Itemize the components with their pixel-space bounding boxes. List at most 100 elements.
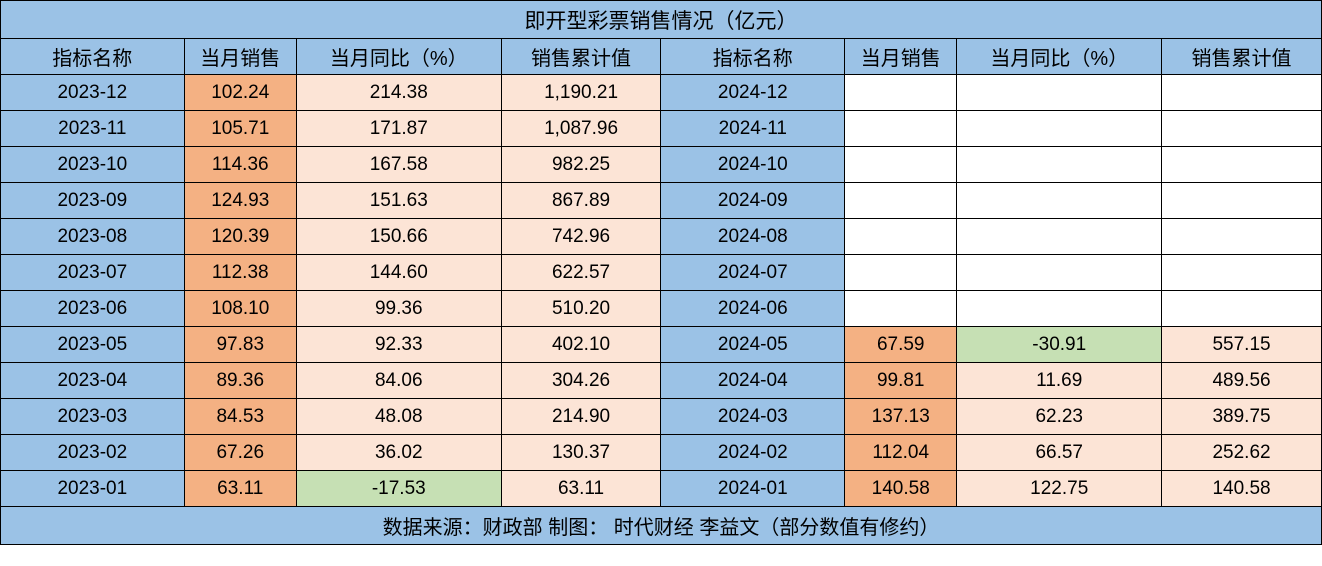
- period-cell: 2024-04: [661, 363, 845, 399]
- table-row: 2023-0163.11-17.5363.112024-01140.58122.…: [1, 471, 1322, 507]
- cumulative-cell: 1,190.21: [501, 75, 661, 111]
- yoy-cell: 151.63: [296, 183, 501, 219]
- header-yoy-right: 当月同比（%）: [957, 39, 1162, 75]
- cumulative-cell: 1,087.96: [501, 111, 661, 147]
- period-cell: 2024-10: [661, 147, 845, 183]
- sales-cell: [845, 111, 957, 147]
- table-row: 2023-0597.8392.33402.102024-0567.59-30.9…: [1, 327, 1322, 363]
- yoy-cell: [957, 255, 1162, 291]
- sales-cell: 124.93: [184, 183, 296, 219]
- yoy-cell: 48.08: [296, 399, 501, 435]
- yoy-cell: [957, 147, 1162, 183]
- sales-cell: 140.58: [845, 471, 957, 507]
- table-title: 即开型彩票销售情况（亿元）: [1, 1, 1322, 39]
- period-cell: 2024-07: [661, 255, 845, 291]
- table-row: 2023-09124.93151.63867.892024-09: [1, 183, 1322, 219]
- period-cell: 2023-08: [1, 219, 185, 255]
- sales-cell: [845, 255, 957, 291]
- table-row: 2023-0267.2636.02130.372024-02112.0466.5…: [1, 435, 1322, 471]
- sales-cell: 67.26: [184, 435, 296, 471]
- table-footer: 数据来源：财政部 制图： 时代财经 李益文（部分数值有修约）: [1, 507, 1322, 545]
- period-cell: 2023-01: [1, 471, 185, 507]
- cumulative-cell: [1162, 219, 1322, 255]
- table-row: 2023-10114.36167.58982.252024-10: [1, 147, 1322, 183]
- yoy-cell: 171.87: [296, 111, 501, 147]
- cumulative-cell: [1162, 291, 1322, 327]
- header-cum-left: 销售累计值: [501, 39, 661, 75]
- table-row: 2023-12102.24214.381,190.212024-12: [1, 75, 1322, 111]
- cumulative-cell: 867.89: [501, 183, 661, 219]
- table-row: 2023-0489.3684.06304.262024-0499.8111.69…: [1, 363, 1322, 399]
- sales-cell: [845, 291, 957, 327]
- cumulative-cell: [1162, 75, 1322, 111]
- yoy-cell: 84.06: [296, 363, 501, 399]
- yoy-cell: 99.36: [296, 291, 501, 327]
- cumulative-cell: 252.62: [1162, 435, 1322, 471]
- period-cell: 2023-07: [1, 255, 185, 291]
- sales-cell: 120.39: [184, 219, 296, 255]
- cumulative-cell: 63.11: [501, 471, 661, 507]
- period-cell: 2024-12: [661, 75, 845, 111]
- cumulative-cell: [1162, 147, 1322, 183]
- yoy-cell: 167.58: [296, 147, 501, 183]
- sales-cell: 112.04: [845, 435, 957, 471]
- cumulative-cell: 130.37: [501, 435, 661, 471]
- yoy-cell: 150.66: [296, 219, 501, 255]
- yoy-cell: [957, 111, 1162, 147]
- yoy-cell: [957, 291, 1162, 327]
- table-row: 2023-06108.1099.36510.202024-06: [1, 291, 1322, 327]
- period-cell: 2023-10: [1, 147, 185, 183]
- yoy-cell: 66.57: [957, 435, 1162, 471]
- cumulative-cell: 304.26: [501, 363, 661, 399]
- sales-cell: 112.38: [184, 255, 296, 291]
- cumulative-cell: 489.56: [1162, 363, 1322, 399]
- yoy-cell: 214.38: [296, 75, 501, 111]
- period-cell: 2024-11: [661, 111, 845, 147]
- cumulative-cell: 982.25: [501, 147, 661, 183]
- cumulative-cell: [1162, 111, 1322, 147]
- sales-cell: [845, 219, 957, 255]
- cumulative-cell: 622.57: [501, 255, 661, 291]
- yoy-cell: 11.69: [957, 363, 1162, 399]
- cumulative-cell: [1162, 255, 1322, 291]
- period-cell: 2023-12: [1, 75, 185, 111]
- sales-cell: [845, 183, 957, 219]
- sales-cell: 99.81: [845, 363, 957, 399]
- period-cell: 2024-08: [661, 219, 845, 255]
- sales-cell: 89.36: [184, 363, 296, 399]
- table-row: 2023-07112.38144.60622.572024-07: [1, 255, 1322, 291]
- yoy-cell: 144.60: [296, 255, 501, 291]
- sales-cell: 105.71: [184, 111, 296, 147]
- sales-cell: [845, 147, 957, 183]
- cumulative-cell: [1162, 183, 1322, 219]
- period-cell: 2024-05: [661, 327, 845, 363]
- sales-cell: 108.10: [184, 291, 296, 327]
- period-cell: 2023-06: [1, 291, 185, 327]
- period-cell: 2024-01: [661, 471, 845, 507]
- lottery-sales-table: 即开型彩票销售情况（亿元）指标名称当月销售当月同比（%）销售累计值指标名称当月销…: [0, 0, 1322, 545]
- yoy-cell: [957, 219, 1162, 255]
- period-cell: 2023-04: [1, 363, 185, 399]
- cumulative-cell: 402.10: [501, 327, 661, 363]
- cumulative-cell: 214.90: [501, 399, 661, 435]
- period-cell: 2023-02: [1, 435, 185, 471]
- sales-cell: 67.59: [845, 327, 957, 363]
- period-cell: 2023-11: [1, 111, 185, 147]
- yoy-cell: [957, 75, 1162, 111]
- sales-cell: 97.83: [184, 327, 296, 363]
- cumulative-cell: 557.15: [1162, 327, 1322, 363]
- sales-cell: [845, 75, 957, 111]
- header-name-right: 指标名称: [661, 39, 845, 75]
- header-sales-left: 当月销售: [184, 39, 296, 75]
- sales-cell: 63.11: [184, 471, 296, 507]
- header-sales-right: 当月销售: [845, 39, 957, 75]
- sales-cell: 102.24: [184, 75, 296, 111]
- period-cell: 2024-03: [661, 399, 845, 435]
- period-cell: 2024-09: [661, 183, 845, 219]
- yoy-cell: -17.53: [296, 471, 501, 507]
- yoy-cell: 62.23: [957, 399, 1162, 435]
- sales-cell: 114.36: [184, 147, 296, 183]
- sales-cell: 84.53: [184, 399, 296, 435]
- sales-cell: 137.13: [845, 399, 957, 435]
- cumulative-cell: 510.20: [501, 291, 661, 327]
